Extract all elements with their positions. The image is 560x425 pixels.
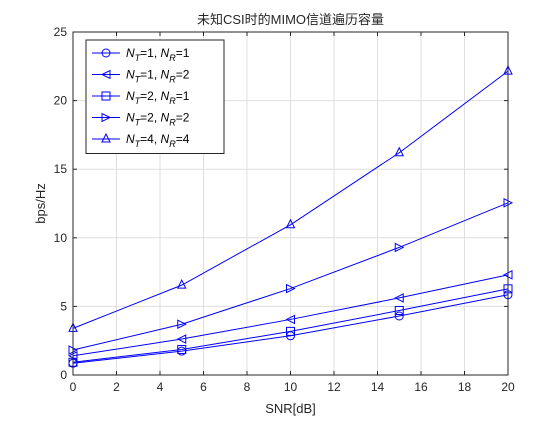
chart-title: 未知CSI时的MIMO信道遍历容量: [197, 12, 384, 27]
x-tick-label: 16: [414, 380, 428, 394]
legend: NT=1, NR=1 NT=1, NR=2 NT=2, NR=1 NT=2, NR=2…: [85, 39, 225, 154]
legend-label: NT=2, NR=2: [126, 111, 190, 128]
legend-item: NT=1, NR=1: [92, 46, 190, 63]
data-point: [394, 146, 405, 157]
ticks: 0 2 4 6 8 10 12 14 16 18 20 0 5 10 15 20 25: [54, 25, 515, 394]
legend-item: NT=4, NR=4: [92, 132, 190, 149]
data-point: [394, 293, 404, 303]
y-tick-label: 15: [54, 162, 68, 176]
legend-marker: [100, 69, 111, 80]
y-tick-label: 5: [60, 299, 67, 313]
x-tick-label: 6: [200, 380, 207, 394]
x-axis-label: SNR[dB]: [265, 401, 316, 416]
y-tick-label: 10: [54, 231, 68, 245]
data-point: [286, 283, 296, 294]
x-tick-label: 8: [244, 380, 251, 394]
legend-item: NT=2, NR=1: [92, 89, 190, 106]
data-point: [177, 344, 187, 354]
legend-label: NT=1, NR=2: [126, 68, 190, 85]
y-axis-label: bps/Hz: [33, 183, 48, 223]
x-tick-label: 0: [70, 380, 77, 394]
data-point: [177, 319, 187, 330]
data-point: [176, 334, 187, 344]
data-point: [176, 279, 187, 289]
legend-marker: [101, 48, 111, 58]
x-tick-label: 18: [458, 380, 472, 394]
x-tick-label: 2: [113, 380, 120, 394]
x-tick-label: 4: [157, 380, 164, 394]
data-point: [394, 311, 404, 321]
x-tick-label: 14: [371, 380, 385, 394]
data-point: [394, 306, 404, 316]
data-point: [286, 326, 295, 336]
legend-marker: [101, 132, 111, 143]
series-line: [72, 70, 509, 329]
legend-marker: [101, 91, 111, 101]
x-tick-label: 10: [284, 380, 298, 394]
legend-label: NT=1, NR=1: [126, 46, 190, 63]
x-tick-label: 20: [501, 380, 515, 394]
x-tick-label: 12: [327, 380, 341, 394]
data-point: [394, 242, 405, 253]
y-tick-label: 20: [54, 94, 68, 108]
legend-item: NT=2, NR=2: [92, 111, 190, 128]
legend-box: [85, 39, 225, 154]
legend-label: NT=2, NR=1: [126, 89, 190, 106]
legend-label: NT=4, NR=4: [126, 132, 190, 149]
series-line: [72, 274, 509, 357]
legend-marker: [101, 112, 112, 123]
y-tick-label: 0: [60, 368, 67, 382]
legend-item: NT=1, NR=2: [92, 68, 190, 85]
y-tick-label: 25: [54, 25, 68, 39]
data-point: [285, 314, 295, 325]
series-line: [72, 288, 509, 363]
data-point: [285, 218, 296, 229]
series-line: [72, 202, 509, 351]
